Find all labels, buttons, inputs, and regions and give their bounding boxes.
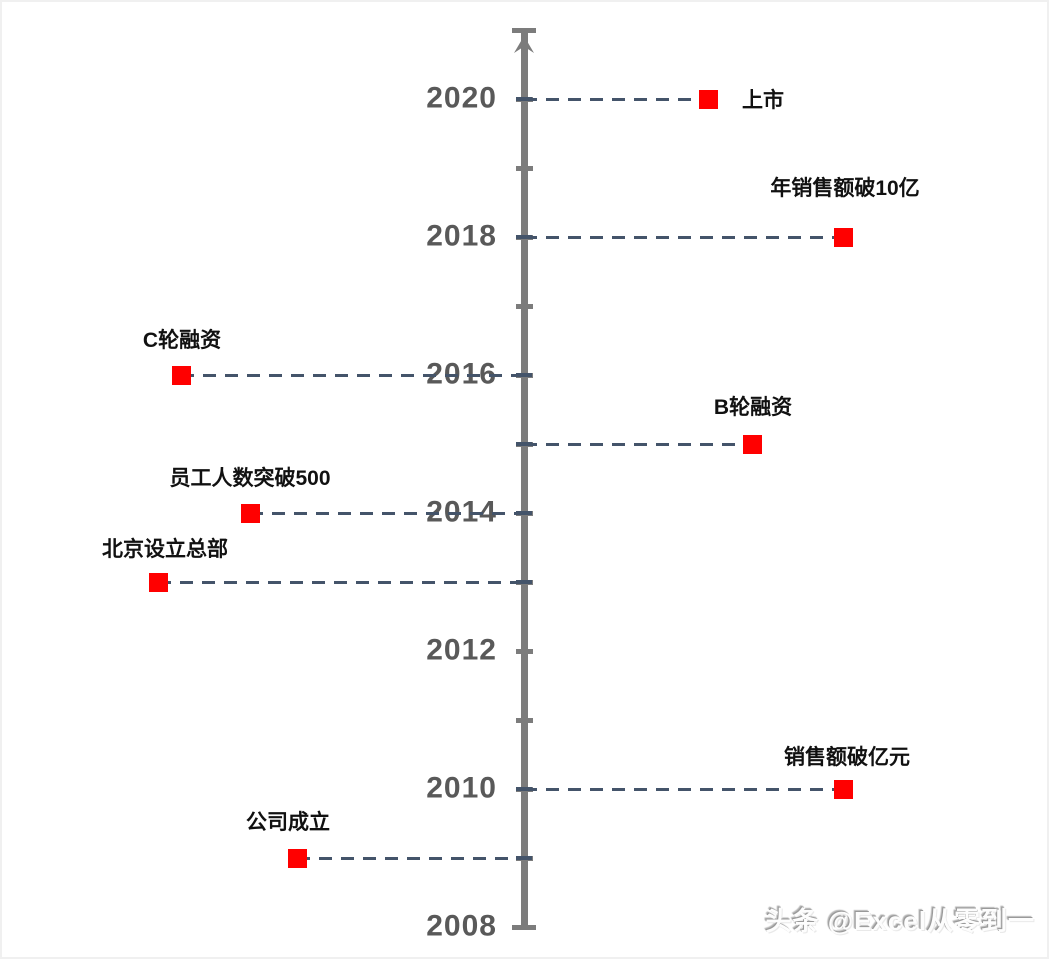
event-axis-cap	[516, 373, 532, 377]
event-axis-cap	[516, 856, 532, 860]
event-marker-square	[171, 365, 191, 385]
event-label: C轮融资	[142, 329, 222, 352]
event-axis-cap	[516, 235, 532, 239]
axis-year-label: 2018	[426, 219, 497, 253]
event-leader-line	[158, 580, 524, 584]
event-leader-line	[524, 787, 843, 791]
event-axis-cap	[516, 511, 532, 515]
event-axis-cap	[516, 787, 532, 791]
event-label: 上市	[742, 89, 784, 112]
axis-year-tick	[515, 165, 533, 171]
axis-year-tick	[515, 303, 533, 309]
axis-year-label: 2012	[426, 633, 497, 667]
event-axis-cap	[516, 580, 532, 584]
axis-year-tick	[515, 717, 533, 723]
event-marker-square	[833, 227, 853, 247]
event-label: 北京设立总部	[102, 538, 228, 561]
event-leader-line	[524, 97, 708, 101]
event-marker-square	[742, 434, 762, 454]
event-axis-cap	[516, 442, 532, 446]
event-marker-square	[833, 779, 853, 799]
event-axis-cap	[516, 97, 532, 101]
event-label: 销售额破亿元	[784, 746, 910, 769]
timeline-axis-line	[520, 30, 528, 927]
axis-year-label: 2010	[426, 771, 497, 805]
event-leader-line	[524, 235, 843, 239]
event-label: 年销售额破10亿	[770, 177, 920, 200]
axis-year-label: 2020	[426, 81, 497, 115]
event-label: B轮融资	[713, 396, 793, 419]
axis-end-cap	[512, 924, 536, 930]
event-leader-line	[181, 373, 524, 377]
axis-year-tick	[515, 648, 533, 654]
axis-year-label: 2008	[426, 909, 497, 943]
event-marker-square	[148, 572, 168, 592]
event-marker-square	[287, 848, 307, 868]
event-marker-square	[240, 503, 260, 523]
event-leader-line	[297, 856, 524, 860]
event-leader-line	[250, 511, 524, 515]
event-label: 公司成立	[246, 811, 330, 834]
event-marker-square	[698, 89, 718, 109]
event-leader-line	[524, 442, 752, 446]
axis-end-cap	[512, 27, 536, 33]
event-label: 员工人数突破500	[169, 467, 331, 490]
watermark-text: 头条 @Excel从零到一	[765, 906, 1035, 936]
